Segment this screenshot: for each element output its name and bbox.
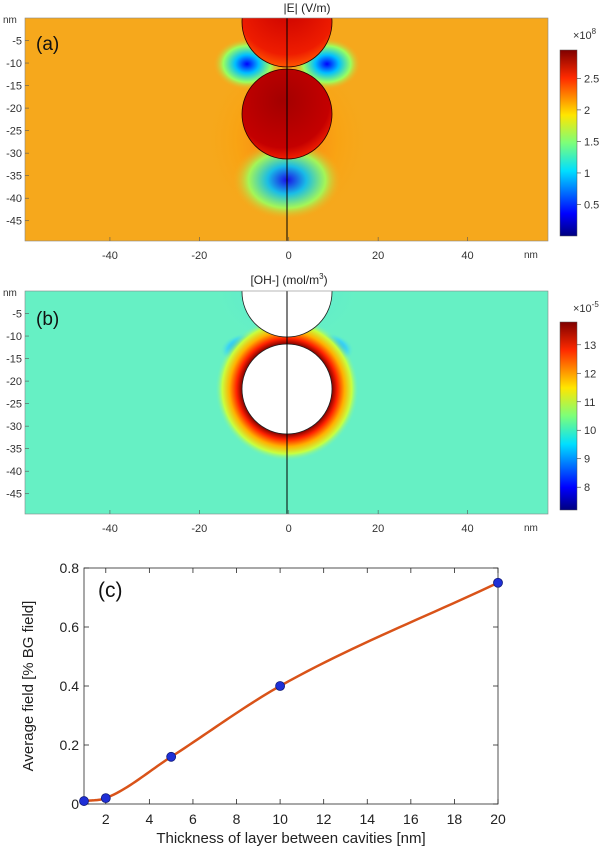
panel-c-plot-area [83,567,499,805]
y-tick-label: -45 [6,216,22,228]
y-tick-label: -10 [6,58,22,70]
x-tick-label: 2 [102,811,110,827]
x-tick-label: 16 [403,811,419,827]
y-tick-label: 0.6 [60,619,80,635]
y-tick-label: 0.2 [60,737,80,753]
panel-a-x-unit: nm [524,250,538,261]
y-tick-label: -35 [6,444,22,456]
y-tick-label: -25 [6,399,22,411]
y-tick-label: -15 [6,81,22,93]
panel-c-tag: (c) [98,579,123,602]
x-tick-label: 12 [316,811,332,827]
panel-c-x-label: Thickness of layer between cavities [nm] [156,830,425,847]
panel-b-title: [OH-] (mol/m3) [250,272,327,287]
y-tick-label: -25 [6,126,22,138]
panel-b-frame [24,290,549,515]
y-tick-label: -15 [6,354,22,366]
panel-b: [OH-] (mol/m3) (b) -5-10-15-20-25-30-35-… [3,272,599,535]
colorbar-tick-label: 2.5 [584,73,599,85]
y-tick-label: -30 [6,421,22,433]
data-point [493,577,503,588]
colorbar-tick-label: 11 [584,397,595,409]
panel-c-ticks: 2 4 6 8 10 12 14 16 18 20 0 0.2 0.4 0.6 0.8 [60,560,506,827]
x-tick-label: 18 [447,811,463,827]
data-point [166,751,177,762]
x-tick-label: 20 [372,250,384,262]
y-tick-label: 0.4 [60,678,80,694]
x-tick-label: 10 [272,811,288,827]
panel-b-colorbar-multiplier: ×10-5 [573,300,599,315]
panel-a-frame [24,17,549,242]
panel-c-points [79,577,503,806]
panel-b-colorbar-ticks: 13 12 11 10 9 8 [577,340,596,494]
x-tick-label: -40 [102,250,118,262]
panel-b-x-unit: nm [524,523,538,534]
data-point [275,681,286,691]
x-tick-label: 40 [461,250,473,262]
x-tick-label: -20 [191,250,207,262]
y-tick-label: -5 [12,309,22,321]
colorbar-tick-label: 1 [584,168,590,180]
panel-a-x-ticks: -40 -20 0 20 40 [102,237,474,262]
x-tick-label: 14 [359,811,375,827]
panel-b-tag: (b) [36,309,59,330]
y-tick-label: -20 [6,103,22,115]
panel-c-y-label: Average field [% BG field] [20,601,37,772]
y-tick-label: 0 [71,796,79,812]
panel-b-concentration-map [25,291,548,514]
panel-b-x-ticks: -40 -20 0 20 40 [102,510,474,535]
colorbar-tick-label: 2 [584,105,590,117]
panel-a-colorbar-ticks: 2.5 2 1.5 1 0.5 [577,73,599,211]
x-tick-label: 6 [189,811,197,827]
x-tick-label: 0 [286,250,292,262]
x-tick-label: 20 [490,811,506,827]
data-point [100,793,111,803]
panel-a-colorbar-multiplier: ×108 [573,27,597,42]
y-tick-label: -35 [6,171,22,183]
y-tick-label: 0.8 [60,560,80,576]
panel-a-tag: (a) [36,34,59,55]
panel-b-y-unit: nm [3,288,17,299]
y-tick-label: -45 [6,489,22,501]
colorbar-tick-label: 1.5 [584,136,599,148]
colorbar-tick-label: 8 [584,482,590,494]
x-tick-label: 20 [372,523,384,535]
panel-a: |E| (V/m) (a) -5 -10 -15 -20 -25 -30 -35 -40 -45… [3,1,599,262]
x-tick-label: 8 [233,811,241,827]
y-tick-label: -30 [6,148,22,160]
x-tick-label: 4 [145,811,153,827]
panel-a-field-map [25,18,548,241]
x-tick-label: 0 [286,523,292,535]
x-tick-label: 40 [461,523,473,535]
colorbar-tick-label: 9 [584,454,590,466]
panel-a-y-unit: nm [3,15,17,26]
panel-a-colorbar [559,49,578,237]
panel-c: (c) 2 4 6 8 10 12 14 16 18 20 0 0.2 0.4 0.6 0.8 Thickn… [20,560,506,847]
panel-b-y-ticks: -5 -10 -15 -20 -25 -30 -35 -40 -45 [6,309,29,501]
panel-b-colorbar [559,321,578,511]
y-tick-label: -40 [6,193,22,205]
y-tick-label: -5 [12,36,22,48]
y-tick-label: -40 [6,466,22,478]
colorbar-tick-label: 0.5 [584,199,599,211]
panel-a-y-ticks: -5 -10 -15 -20 -25 -30 -35 -40 -45 [6,36,29,228]
colorbar-tick-label: 12 [584,368,596,380]
y-tick-label: -10 [6,331,22,343]
colorbar-tick-label: 10 [584,425,596,437]
x-tick-label: -20 [191,523,207,535]
y-tick-label: -20 [6,376,22,388]
panel-a-title: |E| (V/m) [284,1,331,15]
x-tick-label: -40 [102,523,118,535]
colorbar-tick-label: 13 [584,340,596,352]
data-point [79,796,89,806]
